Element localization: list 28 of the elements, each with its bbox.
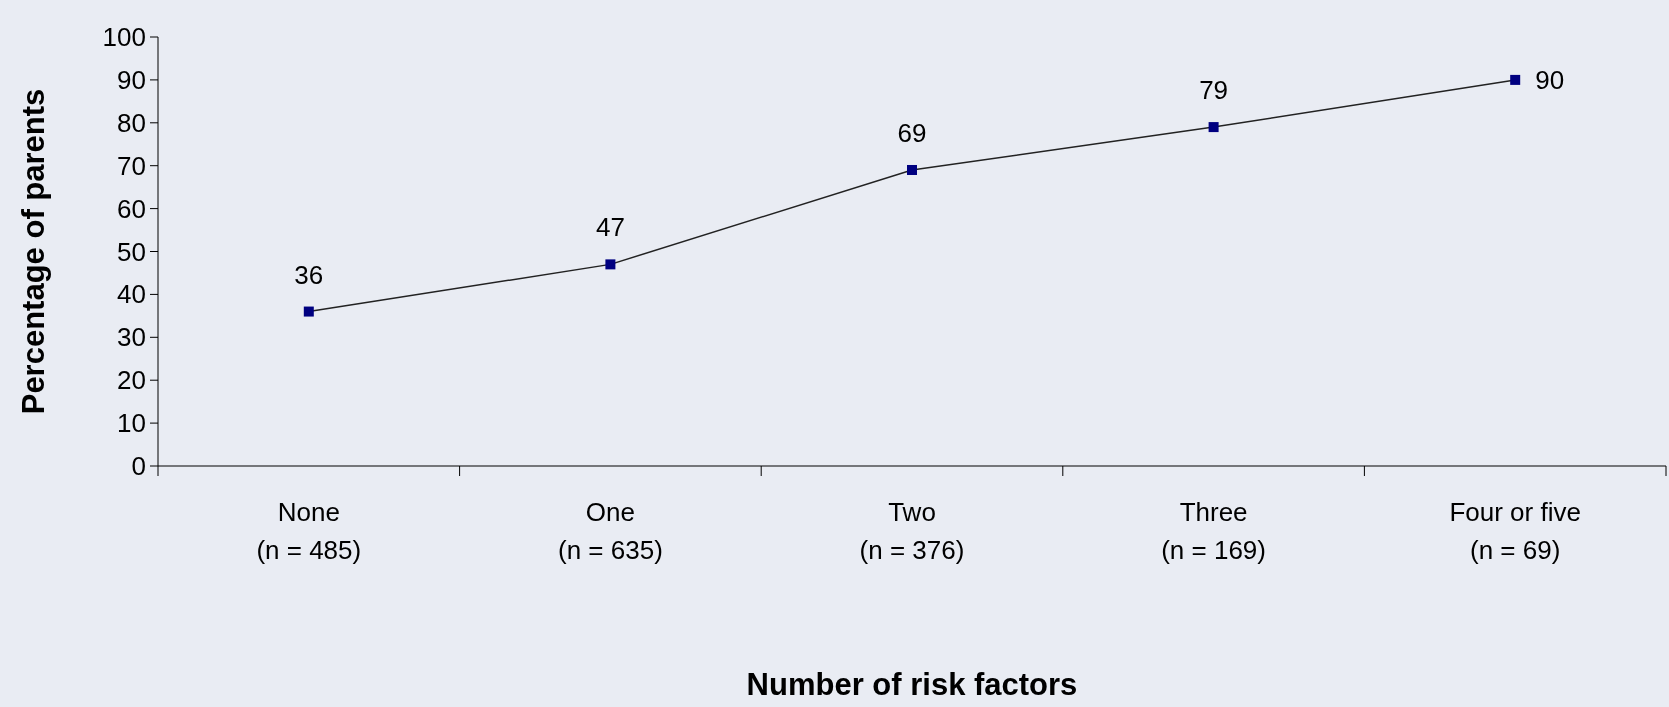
data-label: 47 <box>595 212 625 243</box>
y-tick-label: 40 <box>117 279 146 310</box>
point <box>907 164 917 175</box>
x-tick-label: One (n = 635) <box>558 497 663 565</box>
data-label: 36 <box>294 259 324 290</box>
point <box>1510 74 1521 85</box>
x-tick-label: Three (n = 169) <box>1161 497 1266 565</box>
y-tick-label: 90 <box>117 64 146 95</box>
y-tick-label: 10 <box>117 408 146 439</box>
x-tick-label: None (n = 485) <box>256 497 362 565</box>
x-axis-title: Number of risk factors <box>746 667 1078 702</box>
data-label: 90 <box>1535 64 1565 95</box>
data-label: 79 <box>1199 75 1229 106</box>
point <box>303 306 314 317</box>
y-axis-title: Percentage of parents <box>16 88 51 415</box>
y-tick-label: 80 <box>117 107 146 138</box>
y-tick-label: 50 <box>117 236 146 267</box>
y-tick-label: 30 <box>117 322 146 353</box>
y-tick-label: 60 <box>117 193 146 224</box>
x-tick-label: Two (n = 376) <box>859 497 965 565</box>
data-label: 69 <box>897 117 927 148</box>
y-tick-label: 70 <box>117 150 146 181</box>
y-tick-label: 20 <box>117 365 146 396</box>
x-tick-label: Four or five (n = 69) <box>1449 497 1581 565</box>
y-tick-label: 100 <box>102 22 146 52</box>
point <box>1208 122 1219 133</box>
y-tick-label: 0 <box>131 451 146 481</box>
point <box>605 259 616 270</box>
